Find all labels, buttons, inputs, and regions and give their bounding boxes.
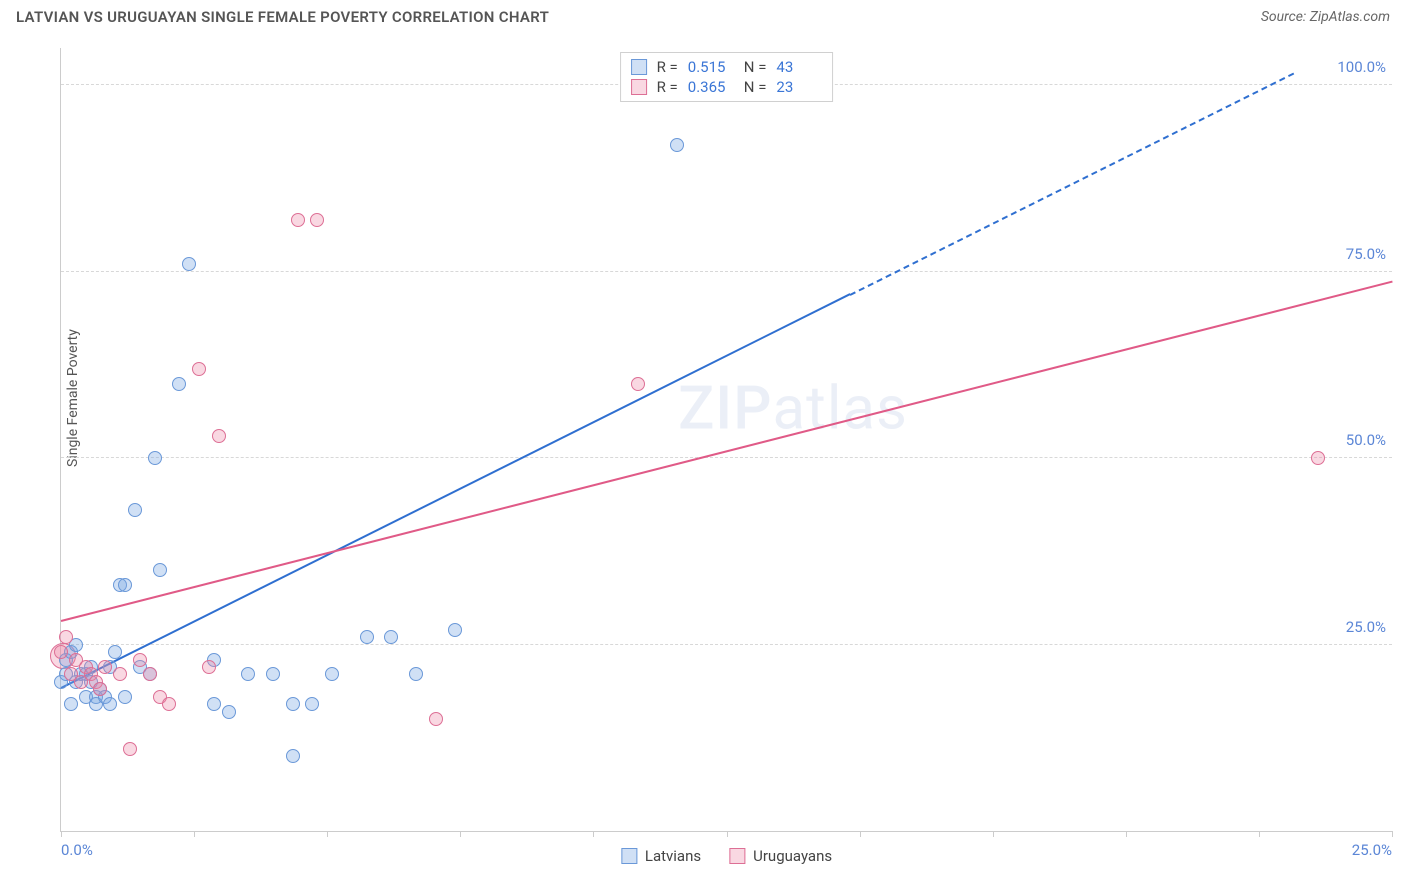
scatter-point — [172, 377, 186, 391]
scatter-point — [409, 667, 423, 681]
x-tick — [860, 831, 861, 837]
chart-title: LATVIAN VS URUGUAYAN SINGLE FEMALE POVER… — [16, 8, 549, 26]
gridline — [61, 457, 1392, 458]
stats-legend: R =0.515N =43R =0.365N =23 — [620, 52, 834, 102]
scatter-point — [103, 697, 117, 711]
scatter-point — [310, 213, 324, 227]
scatter-point — [108, 645, 122, 659]
scatter-point — [192, 362, 206, 376]
legend-swatch — [621, 848, 637, 864]
scatter-point — [207, 697, 221, 711]
x-tick — [727, 831, 728, 837]
x-tick — [460, 831, 461, 837]
scatter-point — [305, 697, 319, 711]
x-tick — [194, 831, 195, 837]
legend-label: Uruguayans — [753, 847, 832, 865]
r-value: 0.515 — [688, 58, 734, 76]
scatter-point — [143, 667, 157, 681]
x-tick — [993, 831, 994, 837]
chart-container: Single Female Poverty ZIPatlas 25.0%50.0… — [14, 40, 1392, 878]
scatter-point — [241, 667, 255, 681]
scatter-point — [384, 630, 398, 644]
scatter-point — [54, 645, 68, 659]
legend-item: Latvians — [621, 847, 701, 865]
plot-area: ZIPatlas 25.0%50.0%75.0%100.0%0.0%25.0%R… — [60, 48, 1392, 832]
scatter-point — [448, 623, 462, 637]
trend-line — [61, 281, 1392, 622]
x-tick — [1126, 831, 1127, 837]
scatter-point — [202, 660, 216, 674]
series-legend: Latvians Uruguayans — [621, 847, 832, 865]
source-attribution: Source: ZipAtlas.com — [1261, 9, 1390, 25]
scatter-point — [153, 563, 167, 577]
scatter-point — [118, 690, 132, 704]
scatter-point — [222, 705, 236, 719]
trend-line — [849, 72, 1294, 295]
scatter-point — [59, 630, 73, 644]
x-tick — [593, 831, 594, 837]
scatter-point — [429, 712, 443, 726]
n-value: 23 — [776, 78, 822, 96]
scatter-point — [118, 578, 132, 592]
r-value: 0.365 — [688, 78, 734, 96]
x-tick-label: 25.0% — [1352, 841, 1392, 859]
y-tick-label: 50.0% — [1346, 431, 1386, 449]
x-tick — [61, 831, 62, 837]
scatter-point — [148, 451, 162, 465]
x-tick — [327, 831, 328, 837]
scatter-point — [98, 660, 112, 674]
scatter-point — [325, 667, 339, 681]
stats-row: R =0.515N =43 — [631, 57, 823, 77]
legend-item: Uruguayans — [729, 847, 832, 865]
scatter-point — [212, 429, 226, 443]
legend-swatch — [729, 848, 745, 864]
n-value: 43 — [776, 58, 822, 76]
scatter-point — [266, 667, 280, 681]
gridline — [61, 271, 1392, 272]
chart-header: LATVIAN VS URUGUAYAN SINGLE FEMALE POVER… — [0, 0, 1406, 30]
scatter-point — [291, 213, 305, 227]
scatter-point — [631, 377, 645, 391]
y-tick-label: 75.0% — [1346, 245, 1386, 263]
scatter-point — [286, 749, 300, 763]
scatter-point — [182, 257, 196, 271]
x-tick-label: 0.0% — [61, 841, 93, 859]
x-tick — [1392, 831, 1393, 837]
legend-label: Latvians — [645, 847, 701, 865]
scatter-point — [162, 697, 176, 711]
scatter-point — [64, 697, 78, 711]
y-tick-label: 100.0% — [1337, 58, 1386, 76]
x-tick — [1259, 831, 1260, 837]
legend-swatch — [631, 79, 647, 95]
scatter-point — [128, 503, 142, 517]
y-tick-label: 25.0% — [1346, 618, 1386, 636]
scatter-point — [133, 653, 147, 667]
scatter-point — [1311, 451, 1325, 465]
stats-row: R =0.365N =23 — [631, 77, 823, 97]
legend-swatch — [631, 59, 647, 75]
scatter-point — [123, 742, 137, 756]
scatter-point — [670, 138, 684, 152]
scatter-point — [360, 630, 374, 644]
scatter-point — [286, 697, 300, 711]
scatter-point — [93, 682, 107, 696]
gridline — [61, 644, 1392, 645]
scatter-point — [113, 667, 127, 681]
